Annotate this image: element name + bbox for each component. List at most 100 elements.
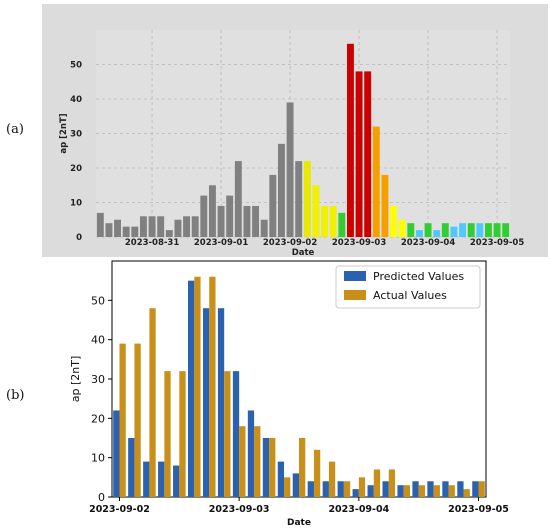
chart-b-bar <box>292 473 299 497</box>
chart-b-bar <box>442 481 449 497</box>
chart-a-x-tick-label: 2023-09-02 <box>263 238 317 248</box>
chart-b-bar <box>358 477 366 497</box>
chart-b-y-axis-label: ap [2nT] <box>69 356 82 403</box>
chart-a-x-tick-label: 2023-08-31 <box>125 238 179 248</box>
chart-b-legend-swatch <box>344 271 366 281</box>
chart-a-bar <box>493 223 501 237</box>
chart-a-bar <box>183 216 191 237</box>
chart-a-bar <box>295 161 303 237</box>
chart-b-legend: Predicted Values Actual Values <box>335 265 481 309</box>
chart-a-bar <box>139 216 147 237</box>
chart-b-legend-swatch <box>344 290 366 300</box>
chart-a-bar <box>303 161 311 237</box>
chart-a: 0 10 20 30 40 50 2023-08-31 2023-09-01 2023-09-0… <box>42 4 548 258</box>
chart-b-bar <box>337 481 344 497</box>
chart-a-bar <box>329 205 337 237</box>
chart-b-bar <box>299 438 306 497</box>
chart-a-bar <box>234 161 242 237</box>
chart-a-bar <box>96 212 104 237</box>
chart-a-bar <box>355 71 363 238</box>
chart-b-bar <box>418 485 425 497</box>
panel-a-label: (a) <box>6 122 24 137</box>
chart-b-bar <box>328 461 336 497</box>
chart-a-y-tick-label: 50 <box>70 61 82 71</box>
chart-a-bar <box>260 219 268 237</box>
chart-b-bar <box>254 426 261 497</box>
chart-b-bar <box>433 485 440 497</box>
chart-b-bar <box>388 469 396 497</box>
chart-b-y-tick-label: 10 <box>91 452 105 465</box>
chart-b-bar <box>457 481 464 497</box>
chart-b-bar <box>202 308 210 497</box>
chart-b-bar <box>247 410 255 497</box>
chart-a-y-tick-label: 0 <box>76 233 82 243</box>
chart-b-bar <box>239 426 246 497</box>
chart-b-bar <box>343 481 351 497</box>
chart-b-bar <box>187 280 195 497</box>
chart-a-bar <box>148 216 156 237</box>
chart-a-bar <box>476 223 484 237</box>
chart-a-bar <box>269 174 277 237</box>
chart-b: 0 10 20 30 40 50 2023-09-02 2023-09-03 2023-09-0… <box>69 260 509 528</box>
chart-a-bar <box>114 219 122 237</box>
chart-a-bar <box>200 195 208 237</box>
chart-a-bar <box>277 143 285 237</box>
chart-b-bar <box>277 461 285 497</box>
chart-b-x-tick-label: 2023-09-03 <box>209 504 270 515</box>
chart-b-bar <box>448 485 455 497</box>
chart-b-bar <box>382 481 389 497</box>
chart-b-bar <box>427 481 434 497</box>
chart-b-y-tick-label: 30 <box>91 373 105 386</box>
chart-a-bar <box>390 205 398 237</box>
chart-b-bar <box>134 343 141 497</box>
chart-a-bar <box>208 185 216 237</box>
chart-a-bar <box>407 223 415 237</box>
chart-a-x-tick-label: 2023-09-03 <box>332 238 386 248</box>
chart-a-bar <box>398 219 406 237</box>
chart-a-bar <box>217 205 225 237</box>
chart-b-bar <box>472 481 479 497</box>
chart-a-bar <box>415 230 423 237</box>
chart-a-x-tick-label: 2023-09-05 <box>470 238 524 248</box>
chart-a-bar <box>459 223 467 237</box>
chart-b-bar <box>412 481 419 497</box>
chart-a-bar <box>433 230 441 237</box>
chart-b-legend-label: Actual Values <box>373 289 447 302</box>
chart-a-bar <box>226 195 234 237</box>
chart-a-y-tick-label: 40 <box>70 95 82 105</box>
chart-a-y-tick-label: 10 <box>70 199 82 209</box>
chart-a-bar <box>502 223 510 237</box>
chart-b-y-tick-label: 50 <box>91 294 105 307</box>
chart-a-bar <box>372 126 380 237</box>
chart-b-bar <box>284 477 291 497</box>
chart-b-bar <box>232 371 240 497</box>
chart-b-bar <box>217 308 225 497</box>
chart-a-bar <box>174 219 182 237</box>
chart-a-bar <box>484 223 492 237</box>
chart-a-x-tick-label: 2023-09-01 <box>194 238 248 248</box>
chart-b-x-axis-label: Date <box>287 518 311 528</box>
panel-b-label: (b) <box>6 388 25 403</box>
chart-b-bar <box>463 489 470 497</box>
chart-b-y-tick-label: 0 <box>98 491 105 504</box>
chart-b-bar <box>262 438 270 497</box>
chart-b-bar <box>352 489 359 497</box>
chart-a-y-axis-label: ap [2nT] <box>59 113 69 153</box>
chart-b-bar <box>194 276 201 497</box>
chart-b-bar <box>397 485 404 497</box>
chart-b-bar <box>143 461 150 497</box>
chart-b-bar <box>367 485 374 497</box>
chart-a-bar <box>346 43 354 237</box>
chart-b-x-tick-label: 2023-09-02 <box>89 504 150 515</box>
chart-b-bar <box>313 449 321 497</box>
chart-b-bar <box>173 465 180 497</box>
chart-b-bar <box>403 485 411 497</box>
chart-b-bar <box>164 371 171 497</box>
chart-b-bar <box>478 481 485 497</box>
chart-a-bar <box>312 185 320 237</box>
chart-a-y-tick-label: 20 <box>70 164 82 174</box>
chart-a-bar <box>381 174 389 237</box>
chart-b-x-tick-label: 2023-09-04 <box>328 504 389 515</box>
chart-a-x-axis-label: Date <box>292 248 315 258</box>
